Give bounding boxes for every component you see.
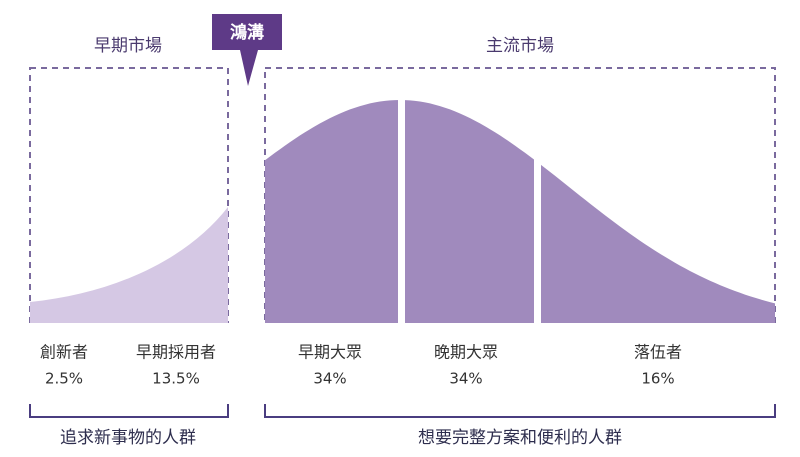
early-market-title: 早期市場 xyxy=(94,36,162,56)
segment-name: 晚期大眾 xyxy=(434,343,498,362)
segment-share: 13.5% xyxy=(152,370,200,388)
early-curve xyxy=(30,207,228,323)
segment-share: 2.5% xyxy=(45,370,83,388)
group-label: 想要完整方案和便利的人群 xyxy=(418,428,622,448)
segment-name: 落伍者 xyxy=(634,343,682,362)
group-label: 追求新事物的人群 xyxy=(60,428,196,448)
title-backdrop xyxy=(100,34,160,56)
curve-divider xyxy=(398,90,405,325)
group-bracket xyxy=(29,404,229,418)
mainstream-curve xyxy=(265,100,775,323)
segment-share: 34% xyxy=(449,370,482,388)
curve-divider xyxy=(534,90,541,325)
chasm-label: 鴻溝 xyxy=(230,22,264,43)
segment-name: 創新者 xyxy=(40,343,88,362)
title-backdrop xyxy=(470,34,570,56)
segment-name: 早期大眾 xyxy=(298,343,362,362)
segment-share: 34% xyxy=(313,370,346,388)
chasm-tag xyxy=(212,14,282,86)
mainstream-market-title: 主流市場 xyxy=(486,36,554,56)
segment-share: 16% xyxy=(641,370,674,388)
segment-name: 早期採用者 xyxy=(136,343,216,362)
group-bracket xyxy=(264,404,776,418)
